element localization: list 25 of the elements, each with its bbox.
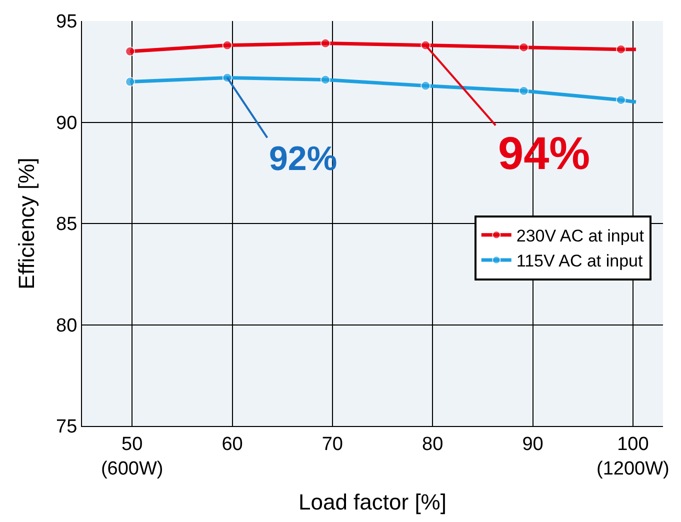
- point: [518, 86, 529, 96]
- point: [125, 76, 136, 87]
- x-tick-label: 60: [222, 434, 243, 455]
- point: [420, 80, 431, 91]
- point: [222, 40, 232, 50]
- point: [320, 38, 330, 48]
- point: [320, 74, 330, 85]
- legend-label: 230V AC at input: [516, 226, 644, 246]
- point: [616, 94, 626, 105]
- y-axis-title: Efficiency [%]: [14, 158, 39, 290]
- x-axis-title: Load factor [%]: [298, 489, 446, 514]
- y-tick-label: 85: [56, 214, 78, 236]
- y-tick-label: 95: [56, 12, 78, 33]
- x-tick-label: 70: [322, 434, 343, 455]
- x-tick-label: 100 (1200W): [596, 434, 670, 480]
- y-tick-label: 80: [56, 315, 78, 336]
- point: [616, 44, 626, 54]
- x-tick-label: 50 (600W): [100, 434, 164, 480]
- legend-label: 115V AC at input: [516, 252, 643, 271]
- x-tick-label: 80: [422, 434, 444, 455]
- point: [125, 46, 136, 56]
- y-tick-label: 90: [56, 112, 78, 134]
- x-tick-label: 90: [522, 434, 544, 455]
- point: [518, 42, 529, 52]
- y-tick-label: 75: [56, 416, 78, 438]
